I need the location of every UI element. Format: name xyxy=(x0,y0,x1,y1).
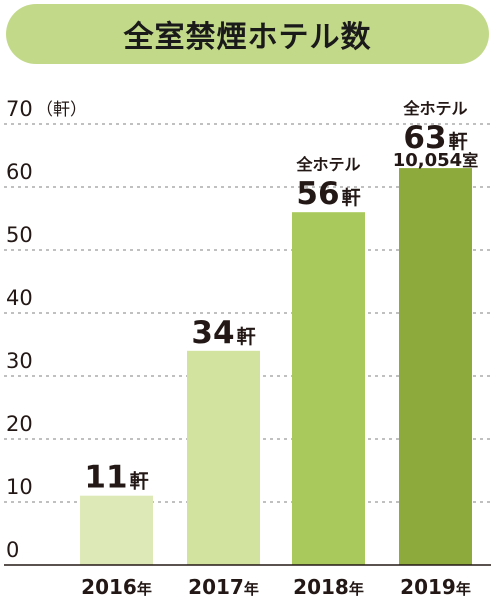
note-label-2019: 全ホテル xyxy=(402,99,467,118)
bar-2016 xyxy=(80,495,153,565)
note-label-2018: 全ホテル xyxy=(295,155,360,174)
value-label-2017: 34 軒 xyxy=(191,315,255,351)
bar-2018 xyxy=(292,212,365,565)
rooms-label-2019: 10,054室 xyxy=(393,150,478,171)
y-tick-label: 30 xyxy=(6,349,33,373)
title-banner: 全室禁煙ホテル数 xyxy=(6,4,489,64)
y-tick-label: 60 xyxy=(6,160,33,184)
value-label-2018: 56 軒 xyxy=(296,176,360,212)
y-tick-label: 40 xyxy=(6,286,33,310)
x-tick-label-2019: 2019年 xyxy=(400,575,471,599)
chart-title: 全室禁煙ホテル数 xyxy=(123,20,372,55)
bar-2019 xyxy=(399,168,472,565)
x-tick-label-2017: 2017年 xyxy=(188,575,259,599)
y-tick-label: 20 xyxy=(6,412,33,436)
y-tick-label: 70 xyxy=(6,97,33,121)
value-label-2019: 63 軒 xyxy=(403,120,467,156)
bar-2017 xyxy=(187,350,260,565)
y-tick-label: 0 xyxy=(6,538,19,562)
y-unit-label: （軒） xyxy=(36,100,87,120)
x-tick-label-2016: 2016年 xyxy=(81,575,152,599)
y-tick-label: 10 xyxy=(6,475,33,499)
x-tick-label-2018: 2018年 xyxy=(293,575,364,599)
y-tick-label: 50 xyxy=(6,223,33,247)
value-label-2016: 11 軒 xyxy=(84,460,148,496)
